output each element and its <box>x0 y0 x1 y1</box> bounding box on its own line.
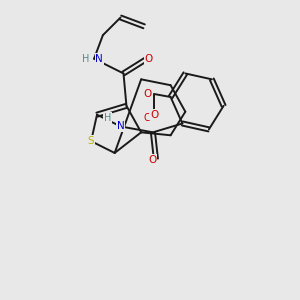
Text: O: O <box>150 110 158 120</box>
Text: O: O <box>144 54 153 64</box>
Text: H: H <box>103 113 111 123</box>
Text: H: H <box>82 54 89 64</box>
Text: N: N <box>95 54 103 64</box>
Text: O: O <box>143 89 152 99</box>
Text: O: O <box>148 155 157 165</box>
Text: N: N <box>117 121 124 131</box>
Text: O: O <box>144 112 152 123</box>
Text: S: S <box>88 136 94 146</box>
